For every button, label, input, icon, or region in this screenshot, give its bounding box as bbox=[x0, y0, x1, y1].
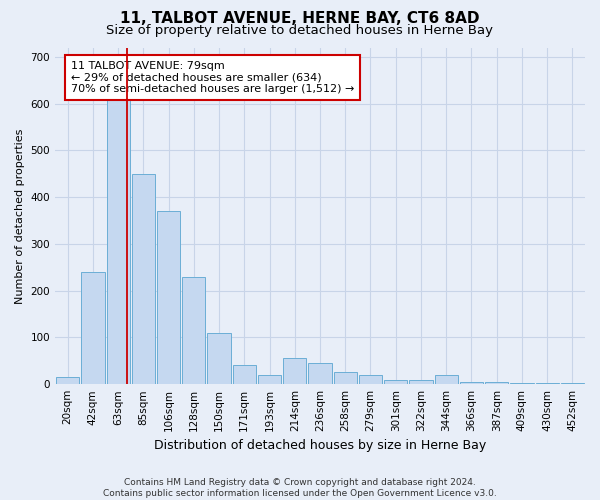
Bar bbox=[561, 383, 584, 384]
Bar bbox=[182, 276, 205, 384]
Text: Size of property relative to detached houses in Herne Bay: Size of property relative to detached ho… bbox=[107, 24, 493, 37]
Bar bbox=[511, 383, 533, 384]
Bar bbox=[157, 211, 180, 384]
Bar bbox=[359, 375, 382, 384]
Bar bbox=[485, 382, 508, 384]
Bar bbox=[434, 375, 458, 384]
Bar bbox=[258, 375, 281, 384]
Bar bbox=[283, 358, 307, 384]
Bar bbox=[81, 272, 104, 384]
Bar bbox=[233, 366, 256, 384]
Bar bbox=[536, 383, 559, 384]
X-axis label: Distribution of detached houses by size in Herne Bay: Distribution of detached houses by size … bbox=[154, 440, 486, 452]
Text: Contains HM Land Registry data © Crown copyright and database right 2024.
Contai: Contains HM Land Registry data © Crown c… bbox=[103, 478, 497, 498]
Bar bbox=[409, 380, 433, 384]
Bar bbox=[132, 174, 155, 384]
Bar bbox=[56, 377, 79, 384]
Text: 11, TALBOT AVENUE, HERNE BAY, CT6 8AD: 11, TALBOT AVENUE, HERNE BAY, CT6 8AD bbox=[120, 11, 480, 26]
Bar bbox=[334, 372, 357, 384]
Bar bbox=[107, 80, 130, 384]
Bar bbox=[460, 382, 483, 384]
Bar bbox=[384, 380, 407, 384]
Bar bbox=[208, 332, 230, 384]
Y-axis label: Number of detached properties: Number of detached properties bbox=[15, 128, 25, 304]
Bar bbox=[308, 363, 332, 384]
Text: 11 TALBOT AVENUE: 79sqm
← 29% of detached houses are smaller (634)
70% of semi-d: 11 TALBOT AVENUE: 79sqm ← 29% of detache… bbox=[71, 61, 355, 94]
